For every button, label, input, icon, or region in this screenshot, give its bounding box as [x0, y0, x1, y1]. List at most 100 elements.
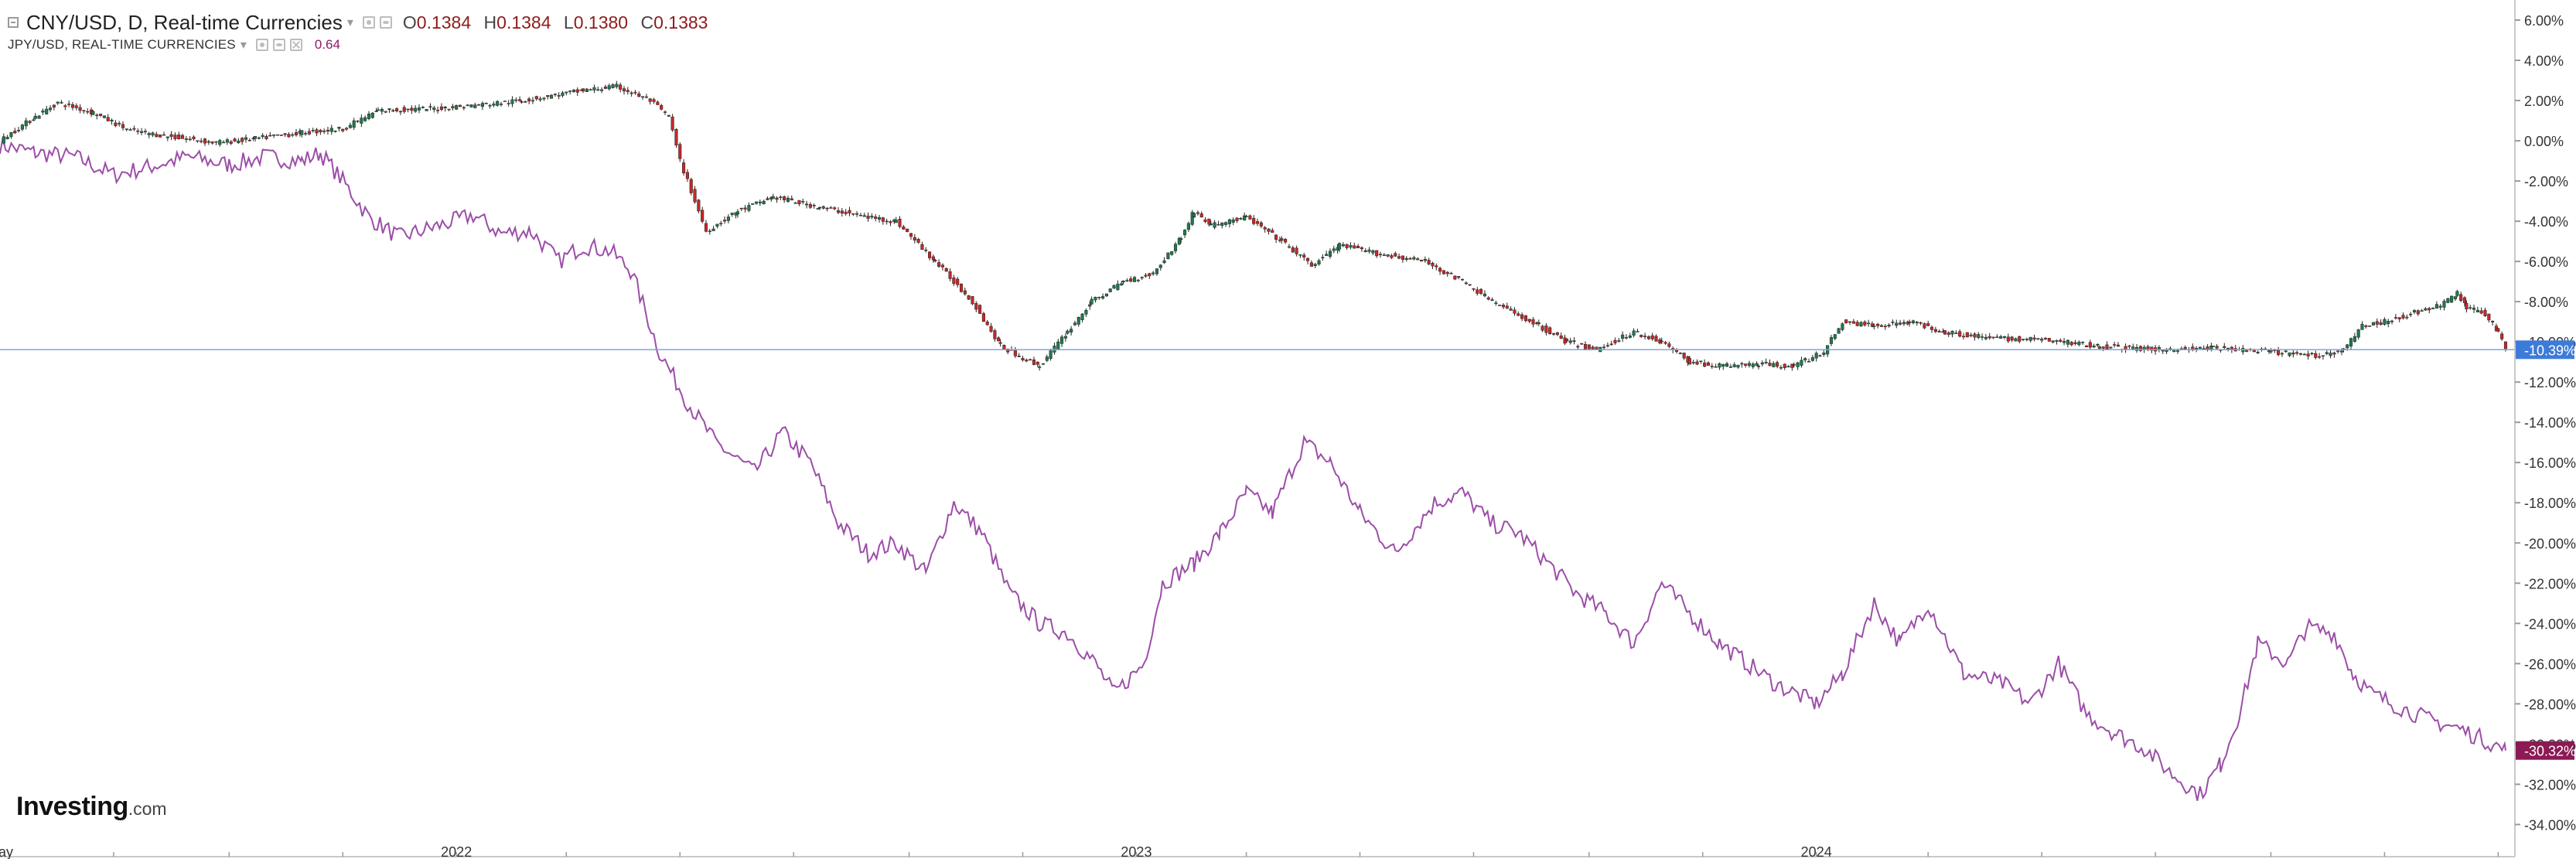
cny-usd-candle-body [1476, 289, 1479, 294]
main-symbol-title[interactable]: CNY/USD, D, Real-time Currencies [26, 10, 343, 34]
cny-usd-candle-body [52, 104, 56, 107]
cny-usd-candle-body [1531, 319, 1535, 325]
cny-usd-candle-body [1632, 330, 1636, 336]
y-tick-label: -12.00% [2524, 375, 2576, 390]
cny-usd-candle-body [1284, 239, 1288, 243]
cny-usd-candle-body [1209, 223, 1213, 226]
cny-usd-candle-body [2097, 346, 2101, 349]
cny-usd-candle-body [2284, 350, 2288, 353]
cny-usd-candle-body [1460, 278, 1465, 281]
cny-usd-candle-body [1919, 322, 1923, 324]
cny-usd-candle-body [629, 92, 633, 94]
cny-usd-candle-body [1540, 326, 1544, 331]
cny-usd-candle-body [1883, 326, 1887, 328]
cny-usd-candle-body [1555, 332, 1559, 336]
cny-usd-candle-body [674, 129, 678, 146]
cny-usd-candle-body [1747, 363, 1752, 366]
cny-usd-candle-body [1356, 246, 1360, 248]
cny-usd-last-value-label: -10.39% [2524, 343, 2576, 358]
cny-usd-candle-body [1084, 309, 1088, 315]
collapse-legend-icon[interactable] [8, 17, 19, 28]
cny-usd-candle-body [1937, 331, 1941, 332]
cny-usd-candle-body [1049, 350, 1053, 360]
chevron-down-icon[interactable]: ▾ [346, 16, 353, 29]
cny-usd-candle-body [1725, 363, 1729, 367]
cny-usd-candle-body [1101, 296, 1105, 298]
cny-usd-candle-body [2211, 346, 2215, 347]
cny-usd-candle-body [1416, 258, 1420, 261]
cny-usd-candle-body [989, 326, 993, 332]
cny-usd-candle-body [1378, 254, 1383, 255]
cny-usd-candle-body [1371, 250, 1375, 254]
cny-usd-candle-body [2077, 342, 2081, 346]
cny-usd-candle-body [985, 321, 989, 326]
cny-usd-candle-body [711, 228, 715, 231]
cny-usd-candle-body [384, 111, 387, 113]
cny-usd-candle-body [527, 98, 531, 102]
cny-usd-candle-body [719, 223, 723, 225]
cny-usd-candle-body [909, 233, 913, 237]
cny-usd-candle-body [480, 103, 484, 107]
cny-usd-candle-body [2059, 339, 2063, 343]
cny-usd-candle-body [9, 131, 13, 138]
cny-usd-candle-body [1513, 309, 1517, 314]
cny-usd-candle-body [546, 95, 550, 97]
cny-usd-candle-body [1790, 363, 1794, 368]
cny-usd-candle-body [2183, 346, 2187, 349]
cny-usd-candle-body [1136, 279, 1140, 281]
settings-icon[interactable] [255, 39, 268, 51]
cny-usd-candle-body [2387, 321, 2390, 325]
cny-usd-candle-body [1660, 340, 1663, 343]
cny-usd-candle-body [1933, 329, 1937, 332]
cny-usd-candle-body [2339, 350, 2344, 353]
cny-usd-candle-body [1732, 364, 1736, 367]
cny-usd-candle-body [1306, 257, 1310, 261]
cny-usd-candle-body [2375, 321, 2379, 325]
comparison-symbol-title[interactable]: JPY/USD, REAL-TIME CURRENCIES [8, 37, 236, 52]
cny-usd-candle-body [2420, 310, 2424, 312]
cny-usd-candle-body [836, 210, 841, 213]
cny-usd-candle-body [2487, 313, 2491, 321]
cny-usd-candle-body [1876, 323, 1880, 326]
visibility-icon[interactable] [272, 39, 285, 51]
cny-usd-candle-body [1227, 219, 1231, 224]
x-tick-label: 2022 [441, 844, 472, 859]
cny-usd-candle-body [1954, 332, 1958, 334]
settings-icon[interactable] [362, 16, 375, 29]
jpy-usd-line [0, 137, 2506, 801]
cny-usd-candle-body [370, 112, 374, 118]
cny-usd-candle-body [1792, 363, 1796, 366]
cny-usd-candle-body [715, 223, 719, 227]
cny-usd-candle-body [775, 197, 779, 200]
cny-usd-candle-body [2329, 353, 2332, 356]
x-tick-label: May [0, 844, 13, 859]
cny-usd-candle-body [1435, 265, 1438, 268]
cny-usd-candle-body [924, 249, 928, 251]
cny-usd-candle-body [1121, 280, 1125, 283]
cny-usd-candle-body [2442, 301, 2446, 308]
close-value: 0.1383 [653, 12, 708, 32]
visibility-icon[interactable] [379, 16, 392, 29]
cny-usd-candle-body [473, 104, 477, 108]
cny-usd-candle-body [1094, 297, 1097, 301]
cny-usd-candle-body [1088, 304, 1092, 307]
cny-usd-candle-body [1999, 336, 2003, 339]
cny-usd-candle-body [898, 219, 902, 227]
cny-usd-candle-body [581, 88, 585, 92]
close-icon[interactable] [289, 39, 302, 51]
cny-usd-candle-body [2462, 297, 2467, 304]
ohlc-values: O0.1384 H0.1384 L0.1380 C0.1383 [403, 12, 716, 33]
cny-usd-candle-body [2431, 308, 2435, 309]
cny-usd-candle-body [981, 313, 985, 322]
cny-usd-candle-body [2401, 315, 2405, 319]
cny-usd-candle-body [1958, 331, 1962, 337]
cny-usd-candle-body [1235, 217, 1239, 221]
y-tick-label: -8.00% [2524, 295, 2568, 310]
cny-usd-candle-body [1041, 363, 1046, 365]
chevron-down-icon[interactable]: ▾ [240, 39, 247, 52]
cny-usd-candle-body [1280, 238, 1284, 241]
cny-usd-candle-body [2412, 310, 2417, 312]
cny-usd-candle-body [821, 206, 825, 209]
